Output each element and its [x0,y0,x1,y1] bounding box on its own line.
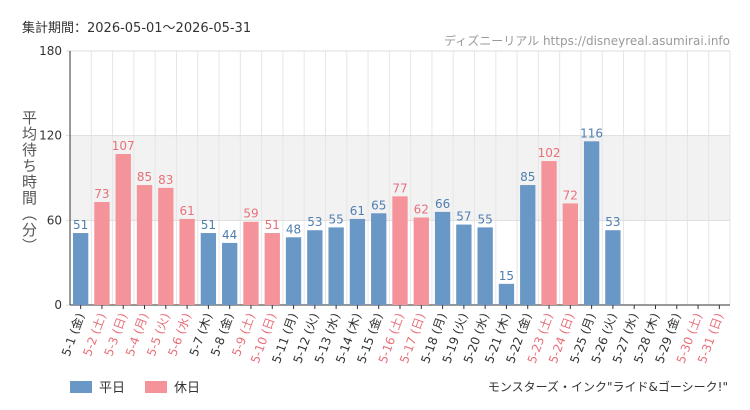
bar [605,230,621,305]
bar-value-label: 116 [580,126,603,140]
bar-value-label: 59 [243,207,258,221]
bar [94,201,110,305]
bar [72,233,89,305]
bar [307,230,323,305]
bar-value-label: 15 [499,269,514,283]
bar-value-label: 62 [414,203,429,217]
bar-value-label: 61 [179,204,194,218]
legend-label-holiday: 休日 [174,381,201,396]
bar-value-label: 85 [520,170,535,184]
bar-value-label: 51 [265,218,280,232]
legend-item-holiday: 休日 [145,377,200,396]
y-tick-label: 60 [47,213,62,227]
bar-value-label: 55 [478,212,493,226]
bar [264,233,280,305]
bar [349,218,366,305]
bar [583,141,600,305]
legend-swatch-holiday [145,380,168,393]
y-tick-label: 180 [39,44,62,58]
bar [115,154,131,305]
bar-value-label: 55 [328,212,343,226]
bar-value-label: 85 [137,170,152,184]
bar-value-label: 83 [158,173,173,187]
bar [434,211,451,305]
bar-value-label: 107 [112,139,135,153]
legend-item-weekday: 平日 [70,377,125,396]
bar-value-label: 48 [286,222,301,236]
source-credit: ディズニーリアル https://disneyreal.asumirai.inf… [444,34,730,48]
bar [371,213,387,305]
bar-value-label: 72 [563,188,578,202]
bar [328,227,344,305]
y-tick-label: 120 [39,129,62,143]
bar-value-label: 53 [605,215,620,229]
legend-label-weekday: 平日 [99,381,126,396]
bar [456,224,472,305]
period-label: 集計期間：2026-05-01～2026-05-31 [22,21,252,36]
y-tick-label: 0 [54,298,62,312]
bar [541,161,557,305]
legend-swatch-weekday [70,380,92,393]
bar-value-label: 51 [201,218,216,232]
attraction-name: モンスターズ・インク"ライド&ゴーシーク!" [487,380,728,394]
bar-value-label: 51 [73,218,88,232]
bar [179,218,195,305]
bar [200,233,217,305]
bar [392,196,408,305]
bar [222,242,238,305]
bar [136,185,153,305]
bar [477,227,493,305]
bar-value-label: 66 [435,197,450,211]
bar [498,283,515,305]
bar-value-label: 102 [538,146,561,160]
bar [562,203,578,305]
bar [285,237,302,305]
bar-value-label: 77 [392,181,407,195]
bar-value-label: 57 [456,210,471,224]
bar [158,187,174,305]
y-axis-label: 平均待ち時間（分） [20,110,38,254]
bar [520,185,536,305]
bar-value-label: 61 [350,204,365,218]
bar [413,217,429,305]
bar-value-label: 53 [307,215,322,229]
bar-value-label: 44 [222,228,237,242]
legend: 平日 休日 [70,377,212,396]
bar-value-label: 65 [371,198,386,212]
bar-value-label: 73 [94,187,109,201]
bar [243,221,259,305]
